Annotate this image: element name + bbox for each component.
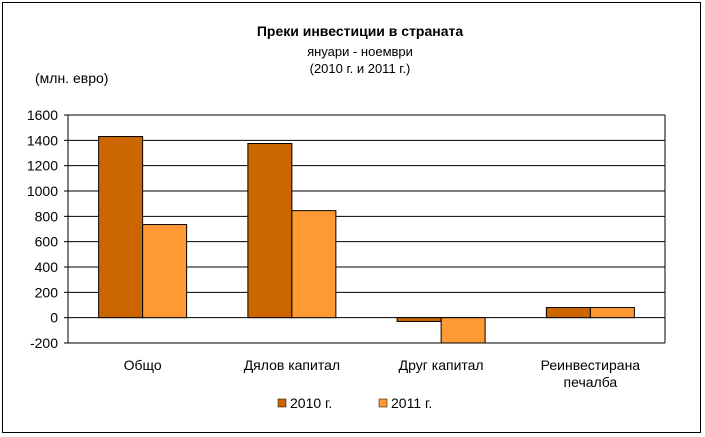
bar-2010-3 bbox=[545, 307, 591, 319]
bar-2011-2 bbox=[440, 317, 486, 344]
bar-2011-1 bbox=[291, 210, 337, 319]
y-unit-label: (млн. евро) bbox=[35, 70, 108, 86]
y-tick-label: 1400 bbox=[27, 132, 58, 148]
category-label: Друг капитал bbox=[399, 357, 484, 373]
category-label: Дялов капитал bbox=[244, 357, 340, 373]
legend-swatch bbox=[378, 398, 388, 408]
y-tick-label: 0 bbox=[50, 310, 58, 326]
category-label: печалба bbox=[564, 374, 618, 390]
y-tick-label: 1600 bbox=[27, 107, 58, 123]
category-label: Общо bbox=[124, 357, 162, 373]
y-tick-label: 600 bbox=[35, 234, 59, 250]
bar-2010-1 bbox=[247, 143, 293, 319]
legend-label: 2010 г. bbox=[290, 395, 332, 411]
chart-title: Преки инвестиции в страната bbox=[257, 23, 464, 39]
y-tick-label: 1000 bbox=[27, 183, 58, 199]
chart-subtitle-line-2: (2010 г. и 2011 г.) bbox=[310, 61, 411, 76]
bar-2010-2 bbox=[396, 317, 442, 322]
y-tick-label: 400 bbox=[35, 259, 59, 275]
y-tick-label: 1200 bbox=[27, 158, 58, 174]
category-label: Реинвестирана bbox=[541, 357, 641, 373]
bar-2011-0 bbox=[142, 224, 188, 319]
bar-2011-3 bbox=[589, 307, 635, 319]
bar-2010-0 bbox=[98, 136, 144, 319]
y-tick-label: -200 bbox=[30, 335, 58, 351]
legend-label: 2011 г. bbox=[391, 395, 432, 411]
chart-subtitle-line-1: януари - ноември bbox=[307, 44, 413, 59]
y-tick-label: 200 bbox=[35, 284, 59, 300]
legend-swatch bbox=[277, 398, 287, 408]
y-tick-label: 800 bbox=[35, 208, 59, 224]
